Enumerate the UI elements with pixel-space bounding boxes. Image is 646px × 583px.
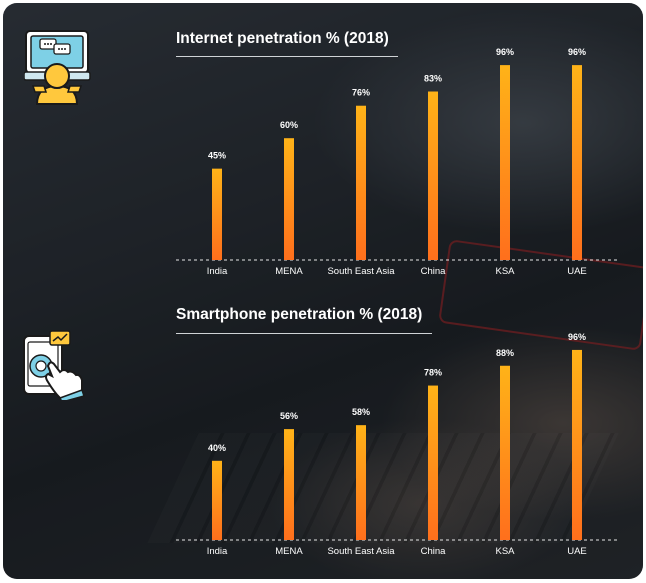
bar-internet-2 — [356, 105, 366, 260]
infographic-card — [3, 3, 643, 579]
bar-smartphone-0 — [212, 460, 222, 540]
bar-smartphone-4 — [500, 365, 510, 540]
data-label: 78% — [424, 368, 442, 378]
category-label: India — [207, 546, 228, 557]
hand-tapping-smartphone-icon — [20, 330, 90, 403]
bar-internet-5 — [572, 65, 582, 261]
data-label: 40% — [208, 443, 226, 453]
title-underline-smartphone — [176, 333, 432, 334]
chart-title-smartphone: Smartphone penetration % (2018) — [176, 306, 423, 323]
background-overlay — [3, 3, 643, 579]
data-label: 56% — [280, 411, 298, 421]
bar-internet-0 — [212, 168, 222, 260]
category-label: South East Asia — [327, 266, 395, 277]
data-label: 96% — [568, 332, 586, 342]
bar-smartphone-3 — [428, 385, 438, 540]
category-label: UAE — [567, 546, 587, 557]
category-label: India — [207, 266, 228, 277]
title-underline-internet — [176, 56, 398, 57]
bar-internet-4 — [500, 65, 510, 261]
data-label: 83% — [424, 74, 442, 84]
data-label: 58% — [352, 407, 370, 417]
bar-chart-internet: 45% India 60% MENA 76% South East Asia 83% Chin… — [176, 47, 618, 277]
bar-internet-1 — [284, 138, 294, 260]
bar-smartphone-5 — [572, 349, 582, 540]
chart-title-internet: Internet penetration % (2018) — [176, 30, 389, 47]
category-label: MENA — [275, 266, 303, 277]
data-label: 96% — [496, 47, 514, 57]
data-label: 76% — [352, 88, 370, 98]
category-label: South East Asia — [327, 546, 395, 557]
person-at-laptop-chat-icon — [23, 28, 94, 106]
bar-chart-smartphone: 40% India 56% MENA 58% South East Asia 78% Chin… — [176, 332, 618, 557]
data-label: 88% — [496, 348, 514, 358]
category-label: China — [421, 546, 447, 557]
bar-smartphone-2 — [356, 425, 366, 540]
category-label: China — [421, 266, 447, 277]
category-label: MENA — [275, 546, 303, 557]
bar-smartphone-1 — [284, 429, 294, 540]
category-label: KSA — [495, 546, 515, 557]
bar-internet-3 — [428, 91, 438, 260]
data-label: 45% — [208, 151, 226, 161]
category-label: KSA — [495, 266, 515, 277]
data-label: 60% — [280, 120, 298, 130]
data-label: 96% — [568, 47, 586, 57]
category-label: UAE — [567, 266, 587, 277]
